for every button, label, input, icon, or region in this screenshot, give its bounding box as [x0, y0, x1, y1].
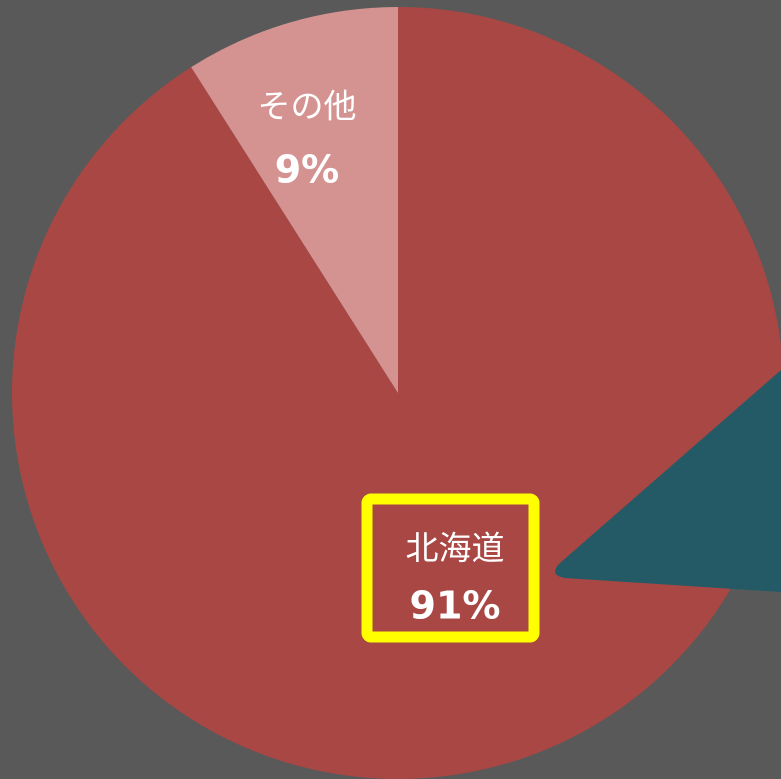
- callout-pointer: [555, 370, 781, 592]
- highlight-box: [361, 493, 540, 643]
- slice-value-label: 9%: [275, 148, 340, 192]
- pie: [12, 7, 781, 779]
- pie-slice: [12, 7, 781, 779]
- slice-category-label: 北海道: [406, 529, 505, 568]
- slice-category-label: その他: [258, 87, 357, 126]
- labels: 北海道 91% その他 9%: [258, 87, 505, 628]
- pie-slice: [191, 7, 398, 393]
- slice-value-label: 91%: [410, 584, 501, 628]
